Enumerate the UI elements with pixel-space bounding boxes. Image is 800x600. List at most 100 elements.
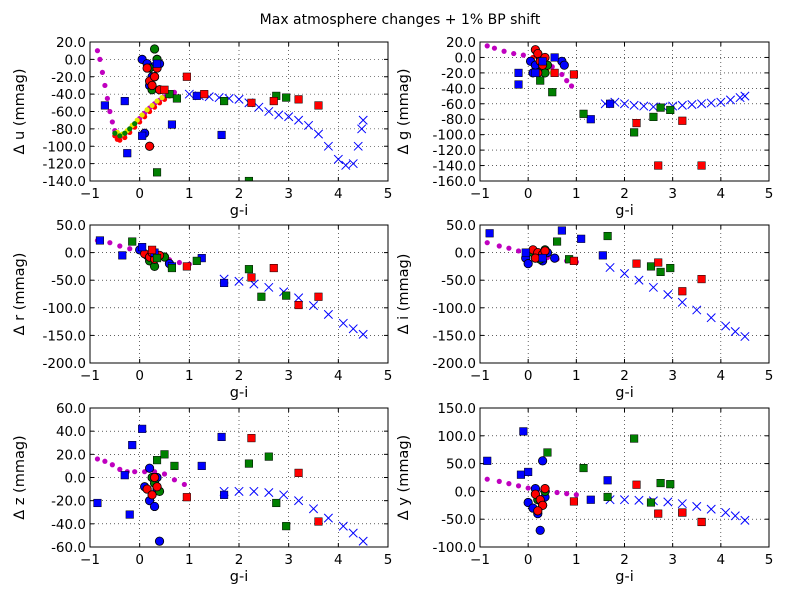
subplot-6: −1 0 1 2 3 4 5 -100.0 -50.0 0.0 50.0 100.0 150.0 g-i Δ…: [396, 401, 773, 585]
x-stroke: [234, 94, 244, 104]
data-point-dot: [501, 48, 507, 54]
x-tick-label: 5: [384, 552, 393, 568]
data-point-square: [120, 471, 129, 480]
data-point-circle: [550, 253, 560, 263]
data-point-square: [569, 497, 578, 506]
data-point-dot: [484, 476, 490, 482]
series-7-green-s: [128, 237, 291, 301]
y-tick-label: 0.0: [65, 52, 86, 68]
data-layer: [94, 236, 368, 339]
data-point-dot: [559, 71, 565, 78]
data-point-square: [630, 128, 639, 137]
data-point-circle: [540, 246, 550, 256]
data-point-x: [677, 499, 687, 509]
data-point-square: [118, 251, 127, 260]
data-point-square: [314, 517, 323, 526]
y-axis-label: Δ z (mmag): [12, 435, 28, 519]
data-point-square: [577, 234, 586, 243]
data-point-dot: [568, 83, 575, 89]
data-point-dot: [97, 56, 103, 62]
data-point-circle: [530, 253, 540, 263]
data-point-circle: [523, 259, 533, 269]
data-point-x: [706, 504, 716, 514]
x-stroke: [308, 504, 319, 514]
x-stroke: [725, 95, 736, 105]
y-tick-label: 50.0: [446, 457, 476, 473]
subplot-grid: −1 0 1 2 3 4 5-140.0-120.0-100.0-80.0-60.0-40.…: [12, 35, 773, 585]
data-point-square: [654, 509, 663, 518]
data-point-square: [666, 480, 675, 489]
data-point-square: [516, 470, 525, 479]
x-tick-label: 3: [668, 186, 677, 202]
x-stroke: [634, 495, 644, 505]
data-point-circle: [149, 72, 160, 82]
data-point-dot: [99, 69, 106, 76]
data-point-square: [569, 70, 578, 79]
data-point-circle: [142, 484, 152, 494]
x-stroke: [730, 326, 740, 337]
data-point-square: [93, 498, 102, 508]
data-point-square: [579, 109, 588, 118]
x-tick-label: 5: [384, 186, 393, 202]
x-tick-label: 3: [284, 368, 293, 384]
y-tick-label: 20.0: [446, 35, 476, 51]
x-tick-label: 1: [185, 368, 194, 384]
data-point-square: [603, 231, 612, 241]
data-point-x: [706, 98, 716, 108]
data-point-x: [338, 521, 348, 531]
data-point-square: [548, 88, 557, 97]
data-point-x: [348, 159, 358, 169]
data-point-square: [632, 480, 641, 489]
series-8-red-s: [182, 434, 323, 526]
data-point-x: [687, 99, 697, 110]
data-point-x: [721, 507, 731, 518]
x-tick-label: 5: [765, 186, 774, 202]
data-point-square: [167, 120, 176, 129]
data-point-x: [294, 115, 304, 125]
x-tick-label: 2: [620, 552, 629, 568]
data-point-x: [308, 301, 319, 311]
data-point-square: [603, 476, 612, 485]
x-stroke: [634, 275, 644, 285]
data-point-x: [323, 309, 333, 319]
ticks: −1 0 1 2 3 4 5 -160.0-140.0-120.0-100.0-80.0-60…: [432, 35, 773, 202]
data-point-square: [269, 97, 278, 106]
data-point-dot: [117, 133, 123, 139]
ticks: −1 0 1 2 3 4 5 -60.0 -40.0 -20.0 0.0 20.0 40.0 60.0: [51, 401, 392, 568]
data-point-square: [678, 287, 687, 296]
x-tick-label: 3: [284, 552, 293, 568]
data-point-dot: [176, 259, 182, 266]
data-point-square: [697, 161, 706, 170]
y-tick-label: 60.0: [56, 401, 86, 417]
data-point-x: [357, 124, 367, 134]
data-point-dot: [102, 82, 108, 89]
x-stroke: [264, 282, 274, 292]
x-stroke: [341, 160, 351, 170]
data-point-square: [543, 448, 552, 457]
data-point-square: [553, 237, 562, 246]
x-axis-label: g-i: [615, 203, 633, 219]
data-point-circle: [149, 44, 160, 54]
data-point-x: [663, 497, 673, 507]
data-point-x: [358, 536, 368, 546]
data-point-square: [192, 91, 201, 100]
data-point-square: [125, 510, 134, 519]
data-point-x: [303, 120, 314, 130]
y-tick-label: -120.0: [432, 143, 476, 159]
subplot-5: −1 0 1 2 3 4 5 -60.0 -40.0 -20.0 0.0 20.0 40.0 60.0 g-…: [12, 401, 392, 585]
data-point-square: [531, 68, 540, 77]
data-point-square: [138, 243, 147, 252]
x-stroke: [308, 301, 319, 311]
x-tick-label: −1: [470, 552, 490, 568]
data-point-square: [100, 101, 109, 110]
data-point-square: [197, 461, 206, 470]
data-point-x: [294, 293, 304, 303]
x-tick-label: 0: [135, 186, 144, 202]
y-axis-label: Δ g (mmag): [396, 69, 412, 155]
y-tick-label: 20.0: [56, 35, 86, 51]
data-point-x: [730, 326, 740, 337]
data-point-x: [234, 276, 244, 286]
series-6-blue-s: [485, 226, 607, 263]
x-stroke: [677, 297, 687, 307]
y-tick-label: 0.0: [455, 484, 476, 500]
